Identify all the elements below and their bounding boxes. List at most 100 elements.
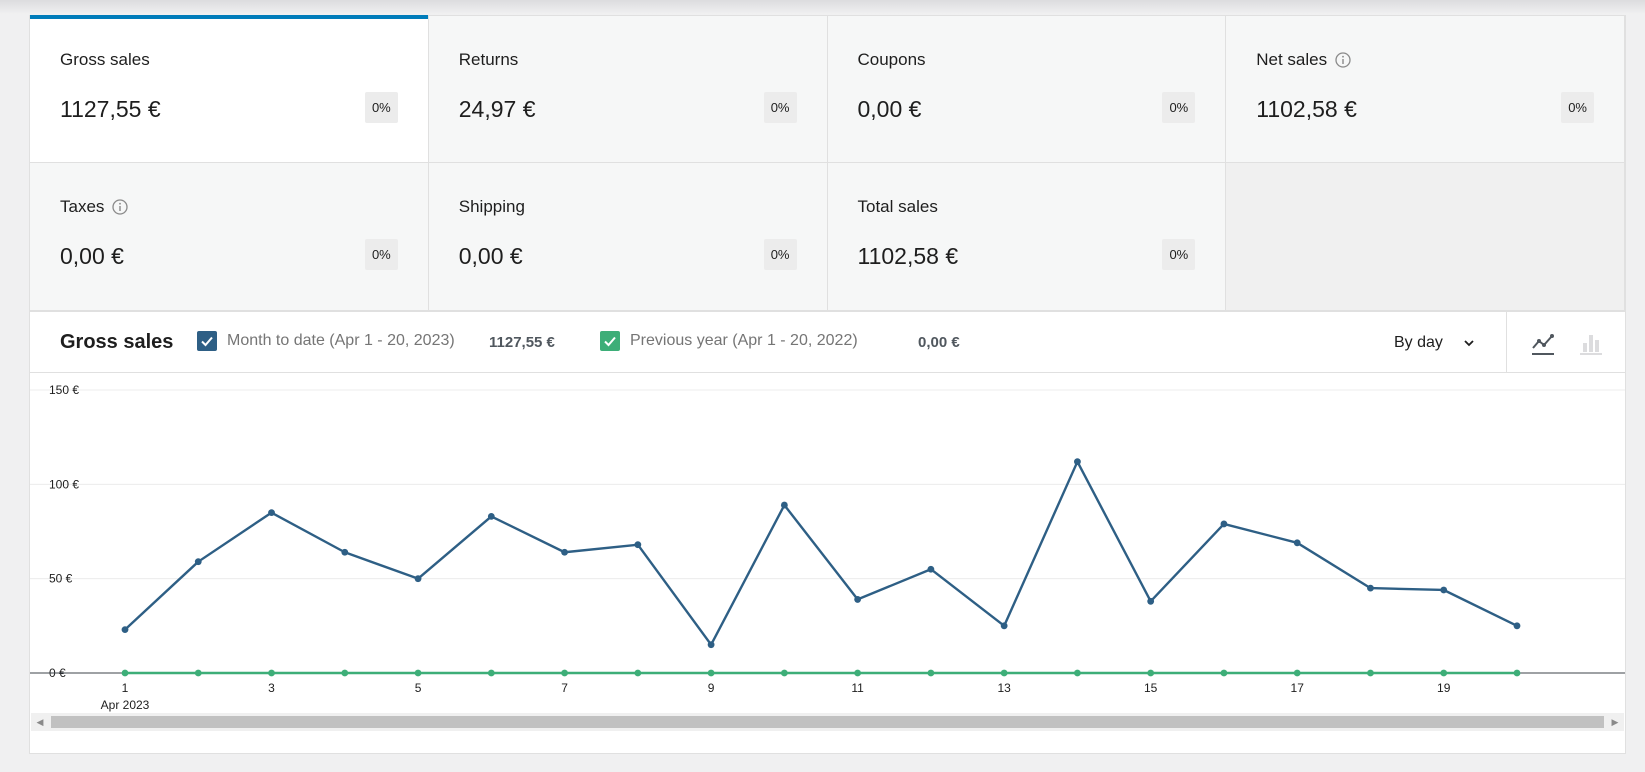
tile-label: Gross sales (60, 50, 150, 70)
tile-delta-badge: 0% (364, 92, 398, 123)
tile-value: 1102,58 € (1256, 96, 1357, 122)
legend-item-current[interactable]: Month to date (Apr 1 - 20, 2023) (197, 331, 455, 351)
y-tick-label: 100 € (49, 477, 79, 491)
legend-total-current: 1127,55 € (489, 334, 555, 351)
summary-tile[interactable]: Taxes 0,00 € 0% (30, 163, 429, 311)
data-point (194, 558, 202, 566)
bar-chart-icon[interactable] (1577, 330, 1605, 358)
data-point (1147, 669, 1155, 677)
data-point (1220, 669, 1228, 677)
legend-label-previous: Previous year (Apr 1 - 20, 2022) (630, 332, 858, 349)
chart-area: 0 €50 €100 €150 €1 3 5 7 9 11 13 15 17 19 Apr 2023 (30, 373, 1625, 713)
tile-label-text: Gross sales (60, 50, 150, 69)
x-tick-label: 5 (415, 681, 422, 695)
x-tick-label: 3 (268, 681, 275, 695)
x-tick-label: 17 (1291, 681, 1305, 695)
data-point (707, 641, 715, 649)
tile-label-text: Returns (458, 50, 519, 69)
data-point (341, 669, 349, 677)
data-point (1147, 597, 1155, 605)
tile-value: 0,00 € (857, 96, 922, 122)
tile-delta-badge: 0% (1162, 92, 1196, 123)
data-point (561, 548, 568, 556)
tile-label: Returns (459, 50, 519, 70)
legend-item-previous[interactable]: Previous year (Apr 1 - 20, 2022) (600, 331, 858, 351)
x-tick-label: 7 (561, 681, 568, 695)
x-axis-sublabel: Apr 2023 (101, 698, 150, 712)
scrollbar-thumb[interactable] (51, 716, 1604, 728)
summary-tile[interactable]: Shipping 0,00 € 0% (428, 163, 828, 311)
data-point (707, 669, 715, 677)
data-point (341, 548, 349, 556)
x-tick-label: 19 (1437, 681, 1451, 695)
summary-tile[interactable]: Returns 24,97 € 0% (428, 16, 828, 163)
summary-tile[interactable]: Coupons 0,00 € 0% (827, 16, 1227, 163)
horizontal-scrollbar[interactable]: ◀ ▶ (31, 713, 1624, 731)
x-tick-label: 1 (122, 681, 129, 695)
line-chart-icon[interactable] (1529, 330, 1557, 358)
data-point (1293, 669, 1301, 677)
summary-tile[interactable]: Total sales 1102,58 € 0% (827, 163, 1227, 311)
tile-value: 1102,58 € (857, 243, 959, 269)
tile-label-text: Shipping (458, 197, 525, 216)
tile-label: Total sales (858, 197, 938, 217)
x-tick-label: 15 (1144, 681, 1158, 695)
data-point (634, 669, 642, 677)
data-point (268, 509, 275, 517)
data-point (1074, 458, 1081, 466)
data-point (1000, 669, 1008, 677)
data-point (1367, 669, 1374, 677)
data-point (414, 669, 422, 677)
y-tick-label: 50 € (49, 572, 73, 586)
x-tick-label: 13 (997, 681, 1011, 695)
data-point (927, 669, 935, 677)
tile-value: 1127,55 € (60, 96, 161, 122)
legend-total-previous: 0,00 € (918, 334, 960, 351)
interval-select[interactable]: By day (1394, 334, 1475, 352)
legend-label-current: Month to date (Apr 1 - 20, 2023) (227, 332, 455, 349)
data-point (1440, 669, 1448, 677)
data-point (487, 513, 495, 520)
report-panel: Gross sales 1127,55 €0% Returns 24,97 €0% Co… (29, 15, 1626, 754)
summary-tile[interactable]: Gross sales 1127,55 € 0% (30, 15, 429, 163)
scroll-right-icon[interactable]: ▶ (1611, 716, 1619, 727)
data-point (194, 669, 202, 677)
tile-delta-badge: 0% (1561, 92, 1594, 123)
scroll-left-icon[interactable]: ◀ (36, 716, 44, 727)
info-icon[interactable] (112, 199, 129, 215)
info-icon[interactable] (1335, 52, 1351, 68)
tile-label: Shipping (459, 197, 525, 217)
chart-type-toggle (1506, 312, 1625, 372)
x-tick-label: 11 (851, 681, 864, 695)
data-point (1293, 539, 1301, 547)
data-point (854, 596, 862, 603)
tile-label: Taxes (60, 197, 129, 217)
summary-tiles: Gross sales 1127,55 €0% Returns 24,97 €0% Co… (30, 15, 1625, 311)
data-point (1074, 669, 1081, 677)
top-shadow (0, 0, 1645, 14)
tile-delta-badge: 0% (763, 239, 797, 270)
data-point (780, 669, 788, 677)
series-line (124, 460, 1518, 646)
tile-label: Coupons (858, 50, 926, 70)
checkbox-checked-icon[interactable] (197, 331, 217, 351)
data-point (1440, 586, 1448, 594)
tile-value: 0,00 € (458, 243, 523, 269)
summary-tile[interactable]: Net sales 1102,58 € 0% (1226, 16, 1625, 163)
tile-delta-badge: 0% (364, 239, 398, 270)
data-point (121, 626, 129, 634)
data-point (1220, 520, 1228, 528)
chevron-down-icon (1464, 340, 1474, 347)
tile-label: Net sales (1256, 50, 1351, 70)
data-point (1367, 584, 1374, 592)
chart-title: Gross sales (60, 331, 174, 353)
chart-header: Gross sales Month to date (Apr 1 - 20, 2… (30, 311, 1625, 373)
x-tick-label: 9 (708, 681, 715, 695)
data-point (487, 669, 495, 677)
tile-label-text: Taxes (60, 197, 105, 216)
checkbox-checked-icon[interactable] (600, 331, 620, 351)
data-point (1513, 622, 1521, 630)
data-point (1000, 622, 1008, 630)
interval-select-value: By day (1394, 334, 1443, 351)
